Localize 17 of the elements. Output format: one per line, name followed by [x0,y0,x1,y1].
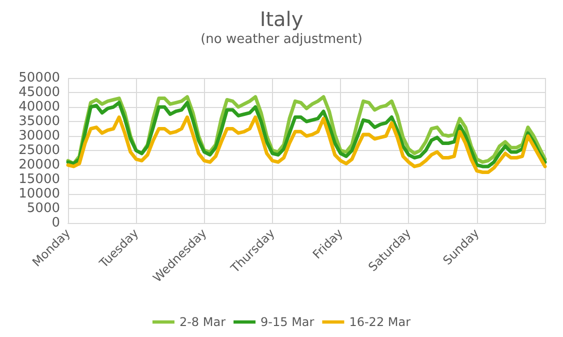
y-tick-label: 5000 [26,201,60,216]
legend-label: 9-15 Mar [260,315,314,329]
y-tick-label: 0 [52,216,60,230]
chart-title: Italy [260,7,304,31]
y-tick-label: 30000 [18,128,60,144]
y-tick-label: 20000 [18,158,60,172]
y-tick-label: 50000 [18,70,60,86]
legend-label: 2-8 Mar [179,315,226,329]
y-tick-label: 45000 [18,85,60,100]
y-tick-label: 15000 [18,172,60,187]
y-tick-label: 25000 [18,143,60,158]
y-tick-label: 35000 [18,114,60,129]
legend-label: 16-22 Mar [349,315,411,329]
y-tick-label: 40000 [18,100,60,114]
line-series [66,115,547,174]
y-tick-label: 10000 [18,186,60,202]
chart-subtitle: (no weather adjustment) [200,32,362,47]
